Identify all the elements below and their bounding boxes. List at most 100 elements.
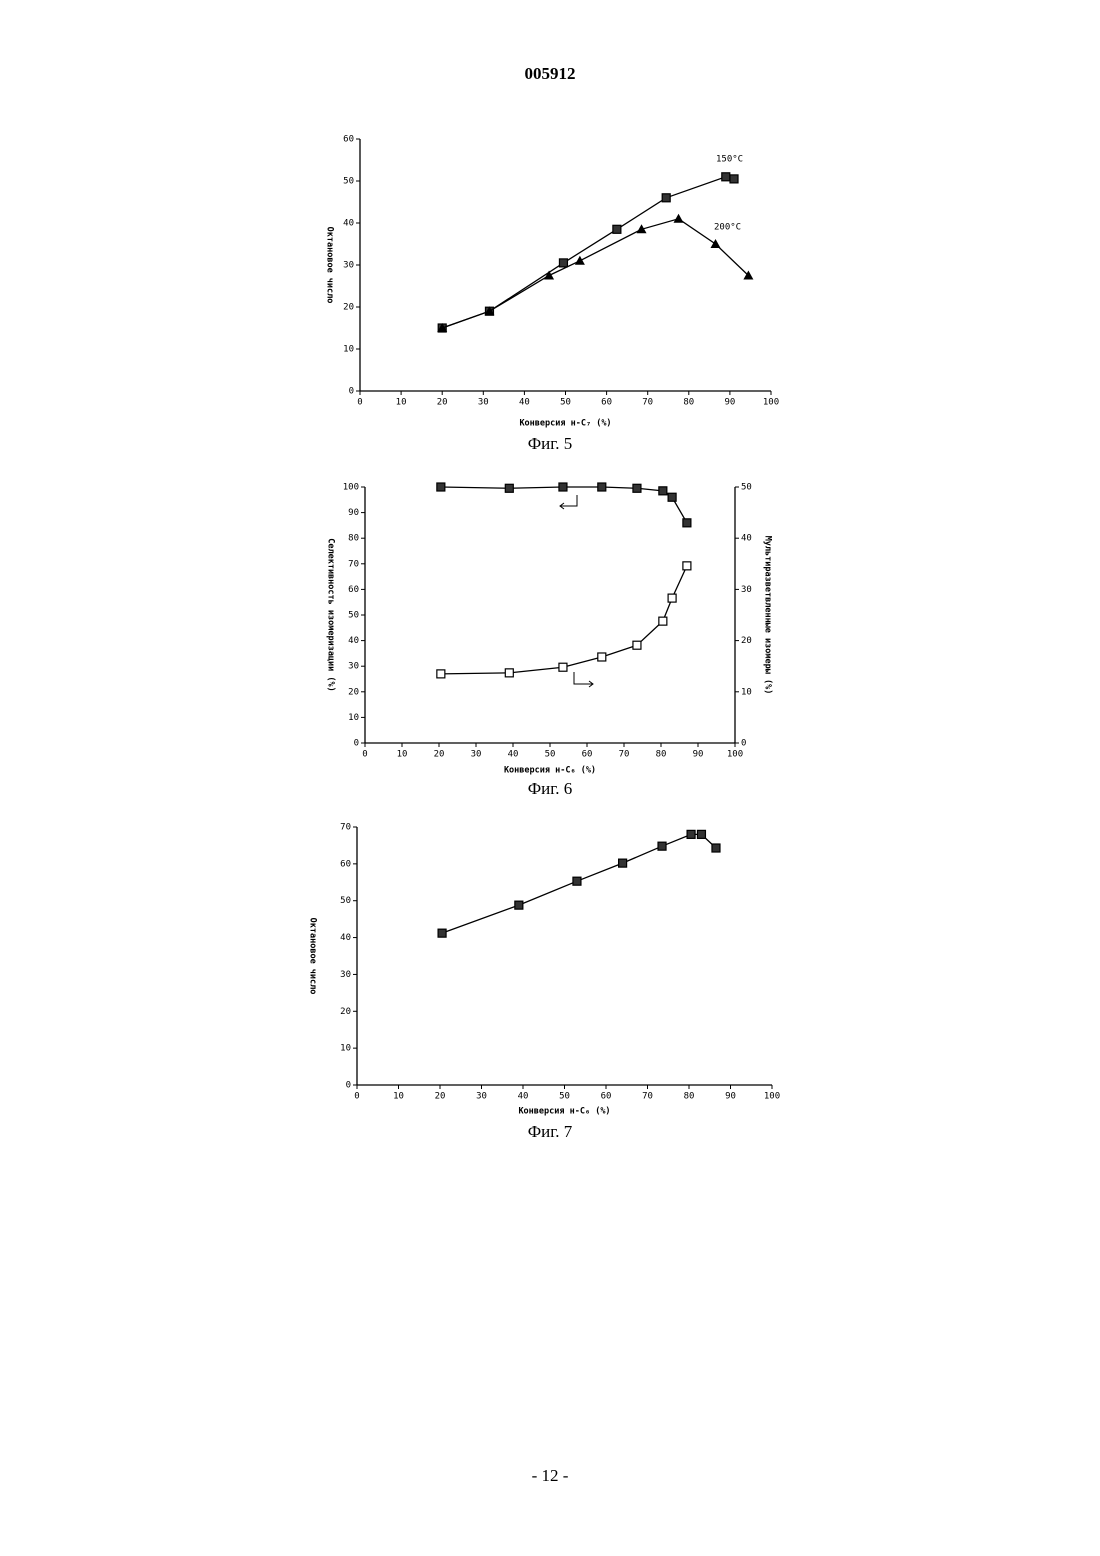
square-marker bbox=[598, 483, 606, 491]
open-square-marker bbox=[505, 669, 513, 677]
y-tick-label: 80 bbox=[348, 534, 359, 544]
x-tick-label: 70 bbox=[642, 398, 653, 408]
y2-tick-label: 30 bbox=[741, 585, 752, 595]
y-tick-label: 100 bbox=[343, 483, 359, 493]
x-axis-label: Конверсия н-C₇ (%) bbox=[519, 419, 611, 429]
x-tick-label: 0 bbox=[357, 398, 362, 408]
x-tick-label: 80 bbox=[684, 1092, 695, 1102]
square-marker bbox=[658, 842, 666, 850]
square-marker bbox=[683, 519, 691, 527]
x-tick-label: 20 bbox=[435, 1092, 446, 1102]
square-marker bbox=[697, 830, 705, 838]
x-tick-label: 80 bbox=[683, 398, 694, 408]
x-tick-label: 40 bbox=[508, 750, 519, 760]
x-tick-label: 50 bbox=[545, 750, 556, 760]
triangle-marker bbox=[674, 214, 684, 223]
square-marker bbox=[662, 194, 670, 202]
x-tick-label: 40 bbox=[518, 1092, 529, 1102]
square-marker bbox=[668, 493, 676, 501]
x-axis-label: Конверсия н-C₆ (%) bbox=[518, 1107, 610, 1117]
x-tick-label: 50 bbox=[559, 1092, 570, 1102]
square-marker bbox=[722, 173, 730, 181]
y-tick-label: 0 bbox=[349, 387, 354, 397]
open-square-marker bbox=[668, 594, 676, 602]
y-axis-label: Октановое число bbox=[308, 918, 318, 995]
series-label: 150°C bbox=[716, 155, 743, 165]
figure-caption: Фиг. 5 bbox=[528, 434, 573, 453]
x-tick-label: 90 bbox=[725, 1092, 736, 1102]
x-tick-label: 30 bbox=[478, 398, 489, 408]
square-marker bbox=[573, 877, 581, 885]
y2-tick-label: 40 bbox=[741, 534, 752, 544]
y-tick-label: 0 bbox=[346, 1081, 351, 1091]
y-axis-label: Октановое число bbox=[325, 227, 335, 304]
figure-caption: Фиг. 6 bbox=[528, 779, 573, 798]
square-marker bbox=[712, 844, 720, 852]
square-marker bbox=[730, 175, 738, 183]
series-line bbox=[442, 177, 734, 328]
y-tick-label: 20 bbox=[348, 687, 359, 697]
y-tick-label: 50 bbox=[348, 611, 359, 621]
y-tick-label: 70 bbox=[340, 823, 351, 833]
y-tick-label: 30 bbox=[343, 261, 354, 271]
x-tick-label: 70 bbox=[619, 750, 630, 760]
x-tick-label: 30 bbox=[476, 1092, 487, 1102]
y-tick-label: 30 bbox=[348, 662, 359, 672]
open-square-marker bbox=[598, 653, 606, 661]
y2-tick-label: 20 bbox=[741, 636, 752, 646]
open-square-marker bbox=[683, 562, 691, 570]
y2-tick-label: 10 bbox=[741, 687, 752, 697]
open-square-marker bbox=[633, 641, 641, 649]
triangle-marker bbox=[711, 239, 721, 248]
y-tick-label: 90 bbox=[348, 508, 359, 518]
y-tick-label: 0 bbox=[354, 739, 359, 749]
x-tick-label: 100 bbox=[727, 750, 743, 760]
x-tick-label: 20 bbox=[434, 750, 445, 760]
y-tick-label: 50 bbox=[340, 896, 351, 906]
x-tick-label: 60 bbox=[601, 398, 612, 408]
square-marker bbox=[437, 483, 445, 491]
y-tick-label: 60 bbox=[340, 859, 351, 869]
open-square-marker bbox=[659, 617, 667, 625]
y2-tick-label: 0 bbox=[741, 739, 746, 749]
y-tick-label: 40 bbox=[340, 933, 351, 943]
square-marker bbox=[438, 929, 446, 937]
x-tick-label: 10 bbox=[393, 1092, 404, 1102]
square-marker bbox=[505, 484, 513, 492]
square-marker bbox=[633, 484, 641, 492]
open-square-marker bbox=[437, 670, 445, 678]
page: {"header": {"number": "005912"}, "chart_… bbox=[0, 0, 1100, 1556]
x-tick-label: 50 bbox=[560, 398, 571, 408]
x-tick-label: 90 bbox=[724, 398, 735, 408]
y-tick-label: 50 bbox=[343, 177, 354, 187]
y-tick-label: 70 bbox=[348, 559, 359, 569]
square-marker bbox=[619, 859, 627, 867]
square-marker bbox=[559, 483, 567, 491]
x-tick-label: 100 bbox=[764, 1092, 780, 1102]
x-tick-label: 80 bbox=[656, 750, 667, 760]
square-marker bbox=[515, 901, 523, 909]
y-tick-label: 10 bbox=[340, 1044, 351, 1054]
y2-tick-label: 50 bbox=[741, 483, 752, 493]
y-axis-label: Селективность изомеризации (%) bbox=[326, 538, 336, 692]
figures: 01020304050607080901000102030405060Конве… bbox=[0, 0, 1100, 1556]
series-line bbox=[441, 566, 687, 674]
open-square-marker bbox=[559, 663, 567, 671]
y-tick-label: 10 bbox=[348, 713, 359, 723]
y2-axis-label: Мультиразветвленные изомеры (%) bbox=[763, 536, 773, 695]
y-tick-label: 10 bbox=[343, 345, 354, 355]
x-tick-label: 40 bbox=[519, 398, 530, 408]
y-tick-label: 60 bbox=[348, 585, 359, 595]
y-tick-label: 60 bbox=[343, 135, 354, 145]
x-tick-label: 90 bbox=[693, 750, 704, 760]
square-marker bbox=[559, 259, 567, 267]
figure-caption: Фиг. 7 bbox=[528, 1122, 573, 1141]
square-marker bbox=[613, 225, 621, 233]
triangle-marker bbox=[575, 256, 585, 265]
x-tick-label: 0 bbox=[362, 750, 367, 760]
x-tick-label: 70 bbox=[642, 1092, 653, 1102]
y-tick-label: 20 bbox=[340, 1007, 351, 1017]
x-tick-label: 60 bbox=[601, 1092, 612, 1102]
square-marker bbox=[687, 830, 695, 838]
y-tick-label: 40 bbox=[348, 636, 359, 646]
